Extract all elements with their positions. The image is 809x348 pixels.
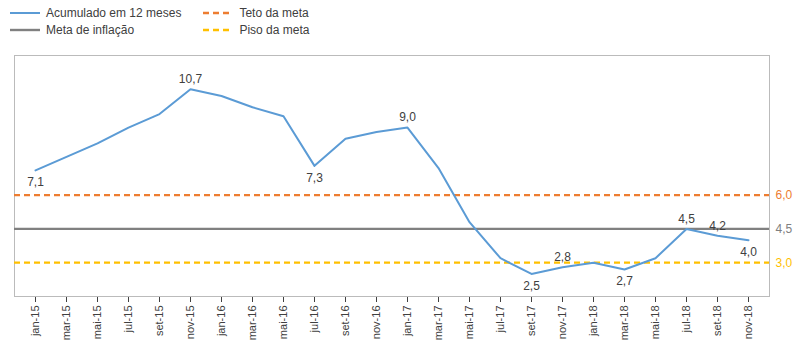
svg-text:4,2: 4,2 — [709, 219, 726, 233]
svg-text:set-17: set-17 — [525, 306, 537, 337]
svg-text:jul-15: jul-15 — [122, 306, 134, 334]
svg-text:7,3: 7,3 — [306, 171, 323, 185]
svg-text:mar-16: mar-16 — [246, 306, 258, 341]
svg-text:jan-18: jan-18 — [587, 306, 599, 338]
svg-text:jul-17: jul-17 — [494, 306, 506, 334]
svg-text:2,7: 2,7 — [616, 274, 633, 288]
svg-text:mai-15: mai-15 — [91, 306, 103, 340]
svg-text:jul-18: jul-18 — [680, 306, 692, 334]
svg-text:4,0: 4,0 — [740, 245, 757, 259]
html-text:Meta de inflação: Meta de inflação — [46, 23, 135, 37]
svg-text:mai-18: mai-18 — [649, 306, 661, 340]
svg-text:set-16: set-16 — [339, 306, 351, 337]
html-text:Piso da meta: Piso da meta — [239, 23, 310, 37]
svg-text:jul-16: jul-16 — [308, 306, 320, 334]
svg-text:nov-17: nov-17 — [556, 306, 568, 340]
html-text:Acumulado em 12 meses: Acumulado em 12 meses — [46, 6, 182, 20]
svg-text:4,5: 4,5 — [776, 222, 793, 236]
svg-text:mai-17: mai-17 — [463, 306, 475, 340]
svg-text:3,0: 3,0 — [776, 256, 793, 270]
svg-text:mai-16: mai-16 — [277, 306, 289, 340]
svg-text:10,7: 10,7 — [179, 72, 203, 86]
svg-text:6,0: 6,0 — [776, 188, 793, 202]
svg-text:nov-16: nov-16 — [370, 306, 382, 340]
svg-text:nov-18: nov-18 — [742, 306, 754, 340]
svg-text:7,1: 7,1 — [27, 175, 44, 189]
svg-text:mar-17: mar-17 — [432, 306, 444, 341]
svg-text:jan-16: jan-16 — [215, 306, 227, 338]
svg-text:jan-17: jan-17 — [401, 306, 413, 338]
svg-text:jan-15: jan-15 — [29, 306, 41, 338]
svg-text:mar-18: mar-18 — [618, 306, 630, 341]
svg-text:9,0: 9,0 — [399, 110, 416, 124]
svg-text:mar-15: mar-15 — [60, 306, 72, 341]
svg-text:set-18: set-18 — [711, 306, 723, 337]
html-text:Teto da meta: Teto da meta — [239, 6, 309, 20]
svg-text:4,5: 4,5 — [678, 212, 695, 226]
svg-text:nov-15: nov-15 — [184, 306, 196, 340]
svg-text:set-15: set-15 — [153, 306, 165, 337]
svg-text:2,8: 2,8 — [554, 250, 571, 264]
svg-text:2,5: 2,5 — [523, 279, 540, 293]
